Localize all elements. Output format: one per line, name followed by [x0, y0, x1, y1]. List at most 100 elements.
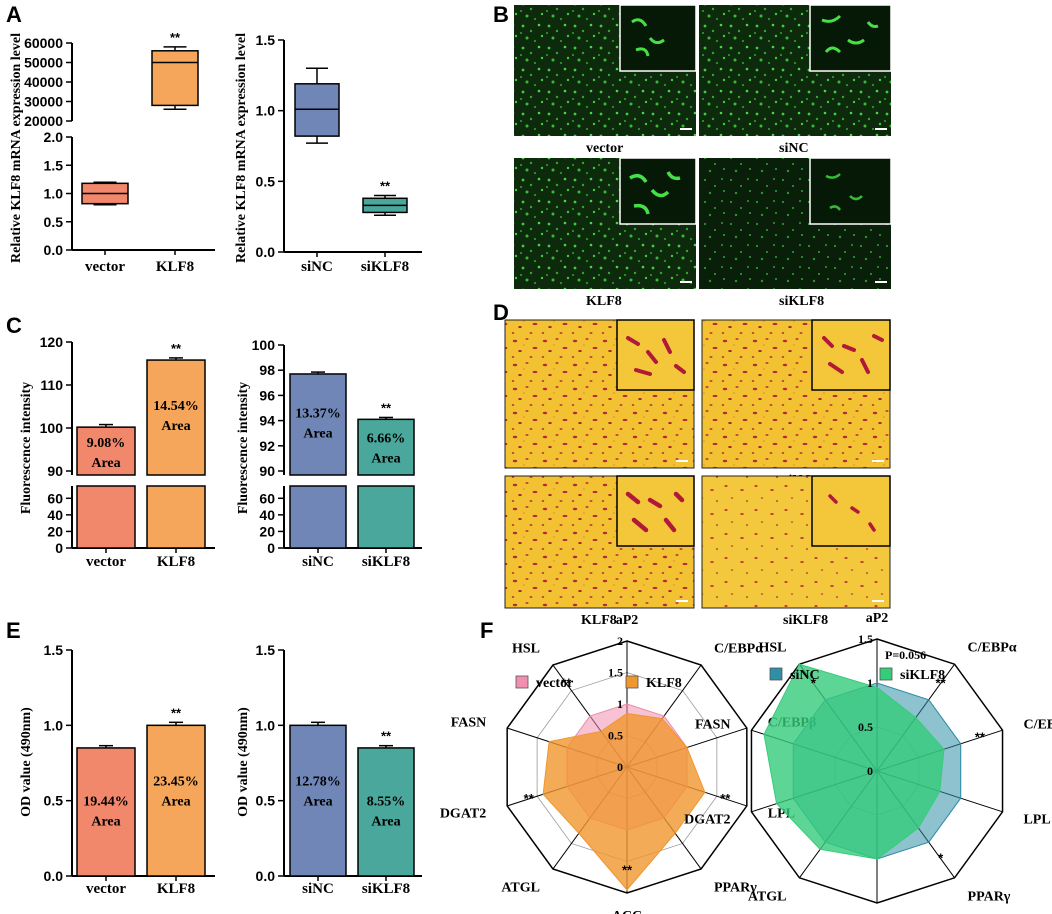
chart-f-right: 00.511.5aP2C/EBPαC/EBPβLPLPPARγACCATGLDG…	[684, 611, 1052, 905]
y-tick-label: 40000	[24, 74, 63, 90]
y-tick-label: 120	[40, 334, 64, 350]
radar-axis-label: ATGL	[748, 890, 787, 905]
panel-d-micrographs: vector siNC KLF8 siKLF8	[504, 319, 891, 628]
micrograph-b-sinc	[699, 4, 892, 136]
x-tick-label: vector	[86, 554, 126, 570]
radar-axis-label: HSL	[512, 641, 540, 656]
micrograph-d-siklf8	[701, 475, 891, 609]
area-word-label: Area	[161, 794, 190, 809]
radar-ring-label: 1.5	[858, 632, 873, 646]
area-word-label: Area	[91, 815, 120, 830]
y-tick-label: 0.0	[256, 868, 276, 884]
area-percent-label: 9.08%	[87, 436, 126, 451]
significance-marker: **	[561, 675, 572, 690]
y-tick-label: 100	[40, 420, 64, 436]
bar-siNC-lower	[289, 485, 347, 549]
y-tick-label: 0	[267, 540, 275, 556]
y-tick-label: 40	[47, 507, 63, 523]
micrograph-b-vector	[514, 4, 697, 136]
significance-marker: **	[171, 705, 182, 720]
radar-axis-label: DGAT2	[440, 807, 486, 822]
area-word-label: Area	[371, 815, 400, 830]
radar-axis-label: ACC	[612, 909, 642, 914]
micrograph-b-klf8	[514, 157, 697, 289]
y-tick-label: 1.5	[44, 642, 64, 658]
panel-label-c: C	[6, 313, 22, 338]
y-tick-label: 0.5	[44, 793, 64, 809]
area-percent-label: 8.55%	[367, 795, 406, 810]
legend-label-vector: vector	[536, 676, 573, 691]
significance-marker: **	[524, 791, 535, 806]
radar-ring-label: 0.5	[608, 729, 623, 743]
radar-series-siKLF8	[763, 663, 945, 860]
caption-b-sinc: siNC	[779, 141, 809, 156]
radar-axis-label: C/EBPα	[714, 641, 763, 656]
bar-KLF8-lower	[146, 485, 206, 549]
y-tick-label: 60000	[24, 35, 63, 51]
legend-swatch-KLF8	[625, 675, 639, 689]
x-tick-label: KLF8	[156, 259, 194, 275]
p-value-note: P=0.056	[885, 648, 926, 662]
area-word-label: Area	[303, 794, 332, 809]
micrograph-d-klf8	[504, 475, 695, 609]
y-tick-label: 20	[47, 523, 63, 539]
y-tick-label: 0.5	[256, 173, 276, 189]
bar-vector	[76, 747, 136, 877]
caption-b-klf8: KLF8	[586, 294, 622, 309]
bar-siKLF8-lower	[357, 485, 415, 549]
radar-ring-label: 1	[617, 697, 623, 711]
x-tick-label: siNC	[302, 881, 334, 897]
y-tick-label: 1.5	[256, 32, 276, 48]
radar-axis-label: C/EBPβ	[1023, 717, 1052, 732]
y-tick-label: 0.5	[256, 793, 276, 809]
panel-label-e: E	[6, 618, 21, 643]
y-tick-label: 94	[259, 413, 275, 429]
y-tick-label: 0.0	[44, 868, 64, 884]
area-percent-label: 23.45%	[153, 774, 199, 789]
y-tick-label: 1.5	[256, 642, 276, 658]
y-axis-title: Fluorescence intensity	[19, 382, 34, 514]
y-tick-label: 1.0	[256, 717, 276, 733]
x-tick-label: siKLF8	[362, 554, 410, 570]
y-tick-label: 92	[259, 438, 275, 454]
bar-siNC-upper	[289, 373, 347, 476]
radar-axis-label: PPARγ	[968, 890, 1011, 905]
area-word-label: Area	[91, 456, 120, 471]
radar-axis-label: FASN	[695, 717, 731, 732]
chart-f-left: 00.511.52aP2C/EBPαC/EBPβLPLPPARγACCATGLD…	[440, 613, 817, 914]
caption-b-siklf8: siKLF8	[779, 294, 824, 309]
micrograph-b-siklf8	[699, 157, 892, 289]
chart-a-right: 0.0 0.5 1.0 1.5 Relative KLF8 mRNA expressio…	[234, 32, 422, 275]
y-tick-label: 90	[259, 463, 275, 479]
area-word-label: Area	[371, 452, 400, 467]
y-tick-label: 20000	[24, 113, 63, 129]
radar-axis-label: ATGL	[501, 881, 540, 896]
chart-e-right: 0.0 0.5 1.0 1.5 OD value (490nm) siNC siKLF8 12…	[236, 642, 422, 897]
y-tick-label: 0.0	[44, 242, 64, 258]
y-tick-label: 30000	[24, 94, 63, 110]
radar-ring-label: 2	[617, 634, 623, 648]
significance-marker: **	[171, 341, 182, 356]
area-word-label: Area	[303, 427, 332, 442]
bar-vector-upper	[76, 426, 136, 476]
radar-ring-label: 0	[617, 760, 623, 774]
y-axis-title: OD value (490nm)	[236, 707, 251, 817]
significance-marker: **	[381, 729, 392, 744]
radar-axis-label: HSL	[758, 640, 786, 655]
y-tick-label: 90	[47, 463, 63, 479]
x-tick-label: siNC	[301, 259, 333, 275]
y-tick-label: 0.5	[44, 214, 64, 230]
area-percent-label: 13.37%	[295, 407, 341, 422]
y-axis-title: Relative KLF8 mRNA expression level	[234, 33, 249, 263]
x-tick-label: siKLF8	[362, 881, 410, 897]
radar-ring-label: 0	[867, 764, 873, 778]
bar-vector-lower	[76, 485, 136, 549]
y-axis-title: Fluorescence intensity	[236, 382, 251, 514]
y-tick-label: 0	[55, 540, 63, 556]
legend-swatch-vector	[515, 675, 529, 689]
y-tick-label: 1.0	[44, 186, 64, 202]
y-tick-label: 2.0	[44, 129, 64, 145]
radar-ring-label: 0.5	[858, 720, 873, 734]
